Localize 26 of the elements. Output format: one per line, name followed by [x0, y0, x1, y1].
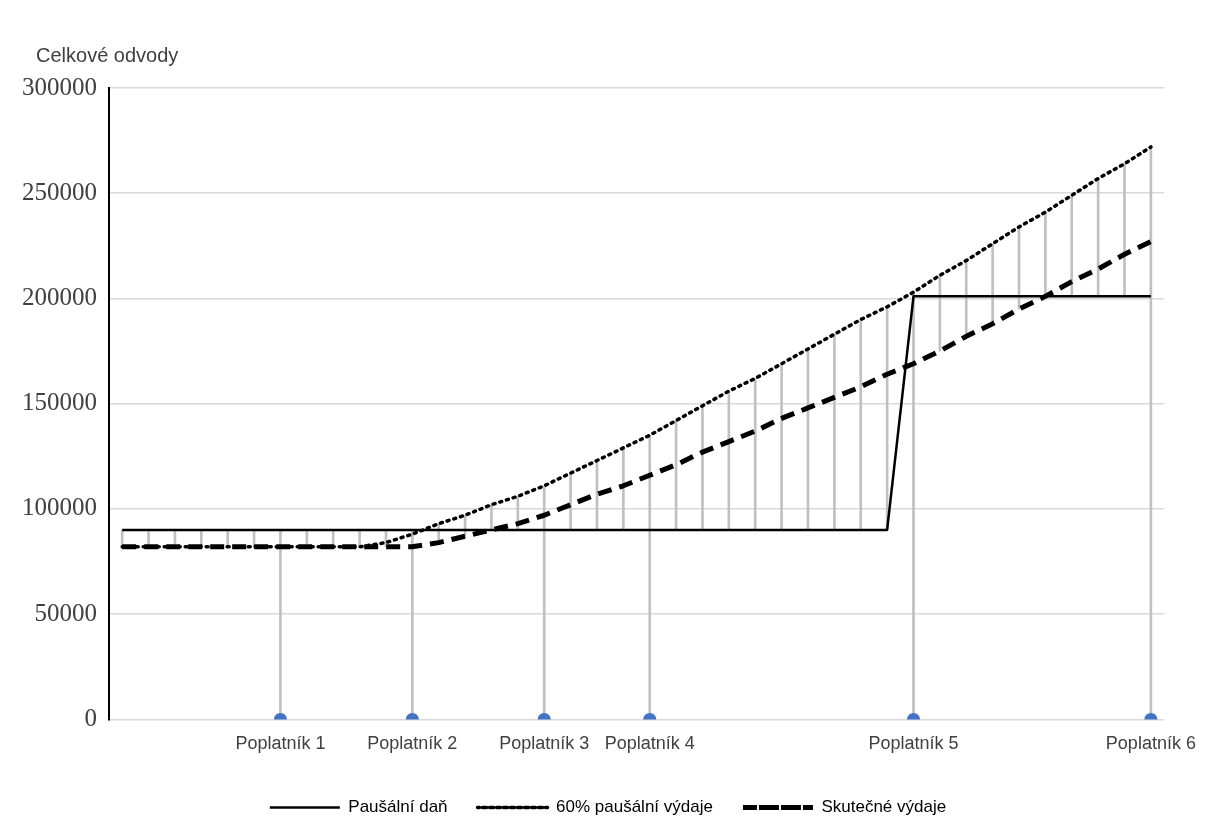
bar — [1044, 211, 1047, 297]
x-tick-label: Poplatník 5 — [868, 733, 959, 754]
y-tick-label: 100000 — [22, 493, 97, 521]
x-tick-label: Poplatník 3 — [499, 733, 590, 754]
bar — [753, 378, 757, 531]
bar — [1070, 195, 1074, 297]
x-tick-label: Poplatník 1 — [235, 733, 326, 754]
y-tick-label: 200000 — [22, 283, 97, 311]
bar — [1123, 163, 1126, 297]
y-tick-label: 300000 — [22, 72, 97, 100]
x-tick-label: Poplatník 4 — [604, 733, 695, 754]
bar — [780, 363, 783, 531]
x-tick-label: Poplatník 6 — [1105, 733, 1196, 754]
x-tick-label: Poplatník 2 — [367, 733, 458, 754]
y-tick-label: 0 — [84, 703, 97, 731]
y-axis-title: Celkové odvody — [36, 44, 179, 66]
legend-label: Paušální daň — [348, 797, 448, 817]
y-tick-label: 50000 — [34, 598, 97, 626]
bar — [833, 333, 836, 531]
bar — [490, 504, 493, 531]
legend-label: 60% paušální výdaje — [556, 797, 713, 817]
y-tick-label: 150000 — [22, 388, 97, 416]
y-tick-label: 250000 — [22, 177, 97, 205]
legend-label: Skutečné výdaje — [821, 797, 947, 817]
bar — [701, 405, 704, 531]
bar — [859, 319, 863, 531]
